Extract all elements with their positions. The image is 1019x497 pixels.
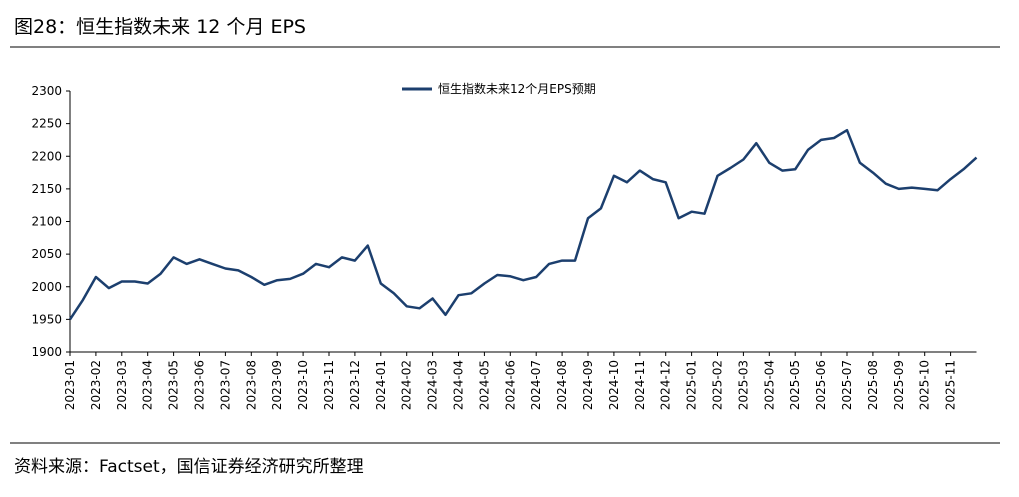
source: 资料来源：Factset，国信证券经济研究所整理 (14, 457, 364, 477)
x-tick-label: 2023-12 (348, 360, 362, 410)
x-tick-label: 2025-04 (762, 360, 776, 410)
x-tick-label: 2023-06 (193, 360, 207, 410)
x-tick-label: 2023-11 (322, 360, 336, 410)
x-tick-label: 2024-11 (633, 360, 647, 410)
x-tick-label: 2024-09 (581, 360, 595, 410)
x-tick-label: 2025-10 (918, 360, 932, 410)
y-tick-label: 1950 (31, 312, 62, 326)
x-tick-label: 2023-02 (89, 360, 103, 410)
y-tick-label: 1900 (31, 345, 62, 359)
x-tick-label: 2023-07 (218, 360, 232, 410)
x-tick-label: 2025-02 (711, 360, 725, 410)
x-tick-label: 2025-09 (892, 360, 906, 410)
x-tick-label: 2025-05 (788, 360, 802, 410)
x-tick-label: 2024-10 (607, 360, 621, 410)
x-tick-label: 2025-06 (814, 360, 828, 410)
x-tick-label: 2023-09 (270, 360, 284, 410)
chart-title: 图28：恒生指数未来 12 个月 EPS (14, 16, 306, 38)
x-tick-label: 2023-05 (167, 360, 181, 410)
y-tick-label: 2300 (31, 84, 62, 98)
x-tick-label: 2024-01 (374, 360, 388, 410)
x-tick-label: 2023-03 (115, 360, 129, 410)
x-tick-label: 2025-11 (944, 360, 958, 410)
y-tick-label: 2000 (31, 280, 62, 294)
x-tick-label: 2024-03 (426, 360, 440, 410)
x-tick-label: 2025-08 (866, 360, 880, 410)
y-tick-label: 2150 (31, 182, 62, 196)
x-tick-label: 2025-01 (685, 360, 699, 410)
x-tick-label: 2024-02 (400, 360, 414, 410)
x-tick-label: 2023-04 (141, 360, 155, 410)
x-tick-label: 2024-04 (452, 360, 466, 410)
legend-label: 恒生指数未来12个月EPS预期 (438, 81, 596, 96)
x-tick-label: 2023-10 (296, 360, 310, 410)
x-tick-label: 2024-06 (503, 360, 517, 410)
x-tick-label: 2024-12 (659, 360, 673, 410)
y-tick-label: 2200 (31, 149, 62, 163)
x-tick-label: 2025-03 (736, 360, 750, 410)
x-tick-label: 2024-07 (529, 360, 543, 410)
y-tick-label: 2050 (31, 247, 62, 261)
y-tick-label: 2100 (31, 215, 62, 229)
x-tick-label: 2025-07 (840, 360, 854, 410)
y-tick-label: 2250 (31, 117, 62, 131)
line-series (68, 128, 978, 321)
x-tick-label: 2023-01 (63, 360, 77, 410)
x-tick-label: 2024-05 (477, 360, 491, 410)
x-tick-label: 2024-08 (555, 360, 569, 410)
x-tick-label: 2023-08 (244, 360, 258, 410)
